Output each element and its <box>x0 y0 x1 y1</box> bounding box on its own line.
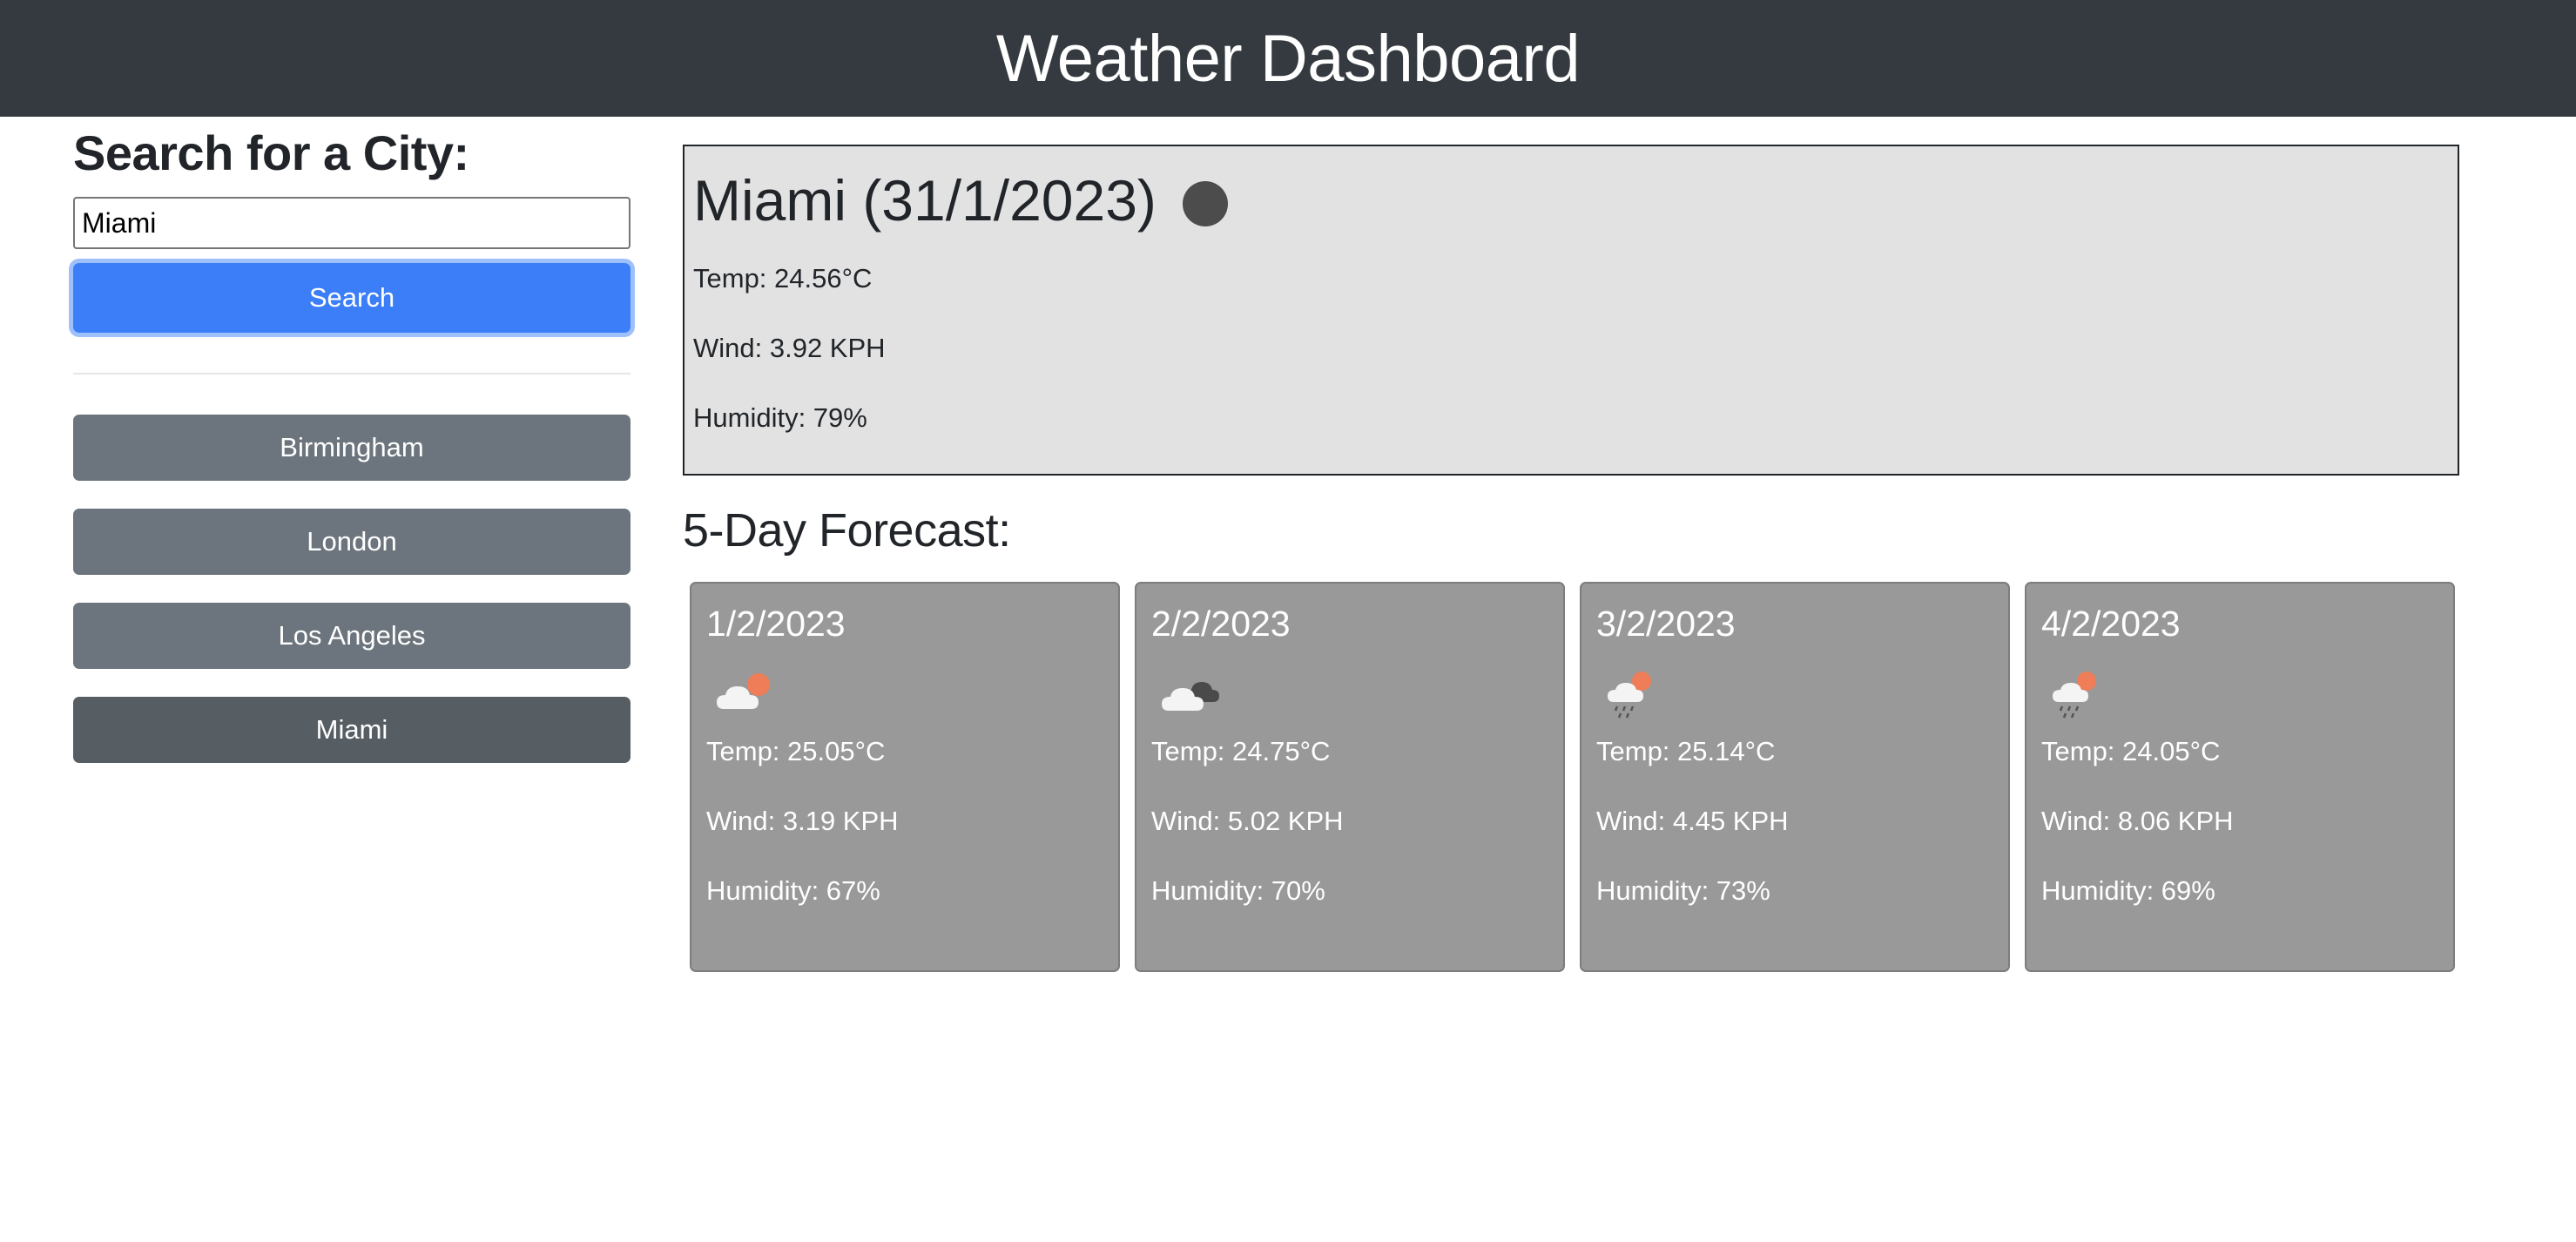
forecast-temp: Temp: 24.75°C <box>1151 736 1331 766</box>
app-header: Weather Dashboard <box>0 0 2576 117</box>
forecast-humidity: Humidity: 67% <box>706 875 880 906</box>
forecast-cards: 1/2/2023 Temp: 25.05°C Wind: 3.19 KPH Hu… <box>690 582 2455 972</box>
page-title: Weather Dashboard <box>995 21 1581 96</box>
forecast-temp: Temp: 25.14°C <box>1596 736 1776 766</box>
history-button-miami[interactable]: Miami <box>73 697 631 763</box>
forecast-card: 3/2/2023 Temp: 25.14°C Wind: 4.45 KPH Hu… <box>1580 582 2010 972</box>
forecast-date: 4/2/2023 <box>2041 604 2181 644</box>
current-temp: Temp: 24.56°C <box>693 263 873 294</box>
current-weather-panel: Miami (31/1/2023) Temp: 24.56°C Wind: 3.… <box>683 145 2459 476</box>
forecast-card: 1/2/2023 Temp: 25.05°C Wind: 3.19 KPH Hu… <box>690 582 1120 972</box>
rain-sun-icon <box>1608 672 1651 719</box>
divider <box>73 373 631 375</box>
broken-clouds-icon <box>1162 682 1219 711</box>
forecast-date: 2/2/2023 <box>1151 604 1291 644</box>
forecast-wind: Wind: 4.45 KPH <box>1596 806 1789 836</box>
forecast-humidity: Humidity: 73% <box>1596 875 1770 906</box>
forecast-wind: Wind: 3.19 KPH <box>706 806 899 836</box>
forecast-date: 1/2/2023 <box>706 604 846 644</box>
forecast-temp: Temp: 24.05°C <box>2041 736 2221 766</box>
search-heading: Search for a City: <box>73 125 469 180</box>
search-button[interactable]: Search <box>73 263 631 333</box>
forecast-card: 4/2/2023 Temp: 24.05°C Wind: 8.06 KPH Hu… <box>2025 582 2455 972</box>
current-humidity: Humidity: 79% <box>693 402 867 433</box>
history-button-los-angeles[interactable]: Los Angeles <box>73 603 631 669</box>
city-search-input[interactable] <box>73 197 631 249</box>
current-weather-icon <box>1182 181 1228 226</box>
sidebar: Search for a City: Search Birmingham Lon… <box>73 122 631 791</box>
rain-sun-icon <box>2053 672 2096 719</box>
partly-cloudy-icon <box>717 673 770 709</box>
history-button-birmingham[interactable]: Birmingham <box>73 415 631 481</box>
forecast-heading: 5-Day Forecast: <box>683 504 1011 557</box>
current-wind: Wind: 3.92 KPH <box>693 333 886 363</box>
forecast-card: 2/2/2023 Temp: 24.75°C Wind: 5.02 KPH Hu… <box>1135 582 1565 972</box>
current-city-date: Miami (31/1/2023) <box>693 168 1157 233</box>
forecast-wind: Wind: 5.02 KPH <box>1151 806 1344 836</box>
forecast-date: 3/2/2023 <box>1596 604 1736 644</box>
forecast-temp: Temp: 25.05°C <box>706 736 886 766</box>
current-weather-heading: Miami (31/1/2023) <box>693 157 2449 244</box>
forecast-wind: Wind: 8.06 KPH <box>2041 806 2234 836</box>
search-history: Birmingham London Los Angeles Miami <box>73 415 631 763</box>
forecast-humidity: Humidity: 70% <box>1151 875 1325 906</box>
history-button-london[interactable]: London <box>73 509 631 575</box>
forecast-humidity: Humidity: 69% <box>2041 875 2215 906</box>
